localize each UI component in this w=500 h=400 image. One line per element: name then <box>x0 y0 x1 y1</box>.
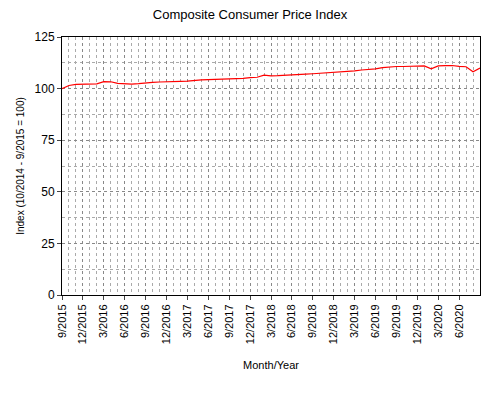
svg-text:3/2019: 3/2019 <box>348 304 360 338</box>
svg-text:12/2016: 12/2016 <box>160 304 172 344</box>
svg-text:Index (10/2014 - 9/2015 = 100): Index (10/2014 - 9/2015 = 100) <box>15 97 26 235</box>
svg-text:25: 25 <box>41 237 55 251</box>
svg-text:6/2016: 6/2016 <box>118 304 130 338</box>
svg-text:9/2015: 9/2015 <box>56 304 68 338</box>
svg-text:125: 125 <box>35 30 55 44</box>
svg-text:6/2019: 6/2019 <box>369 304 381 338</box>
svg-text:3/2018: 3/2018 <box>265 304 277 338</box>
svg-text:3/2017: 3/2017 <box>181 304 193 338</box>
svg-text:50: 50 <box>41 185 55 199</box>
svg-text:12/2017: 12/2017 <box>244 304 256 344</box>
svg-text:75: 75 <box>41 133 55 147</box>
svg-text:12/2018: 12/2018 <box>327 304 339 344</box>
svg-text:6/2020: 6/2020 <box>453 304 465 338</box>
svg-text:3/2016: 3/2016 <box>97 304 109 338</box>
svg-text:9/2018: 9/2018 <box>306 304 318 338</box>
svg-text:9/2019: 9/2019 <box>390 304 402 338</box>
svg-text:9/2016: 9/2016 <box>139 304 151 338</box>
svg-text:6/2017: 6/2017 <box>202 304 214 338</box>
svg-text:100: 100 <box>35 82 55 96</box>
svg-text:Composite Consumer Price Index: Composite Consumer Price Index <box>153 7 348 22</box>
svg-text:12/2015: 12/2015 <box>76 304 88 344</box>
svg-text:12/2019: 12/2019 <box>411 304 423 344</box>
svg-text:0: 0 <box>48 288 55 302</box>
svg-text:3/2020: 3/2020 <box>432 304 444 338</box>
svg-text:Month/Year: Month/Year <box>243 359 299 371</box>
svg-text:9/2017: 9/2017 <box>223 304 235 338</box>
svg-text:6/2018: 6/2018 <box>285 304 297 338</box>
